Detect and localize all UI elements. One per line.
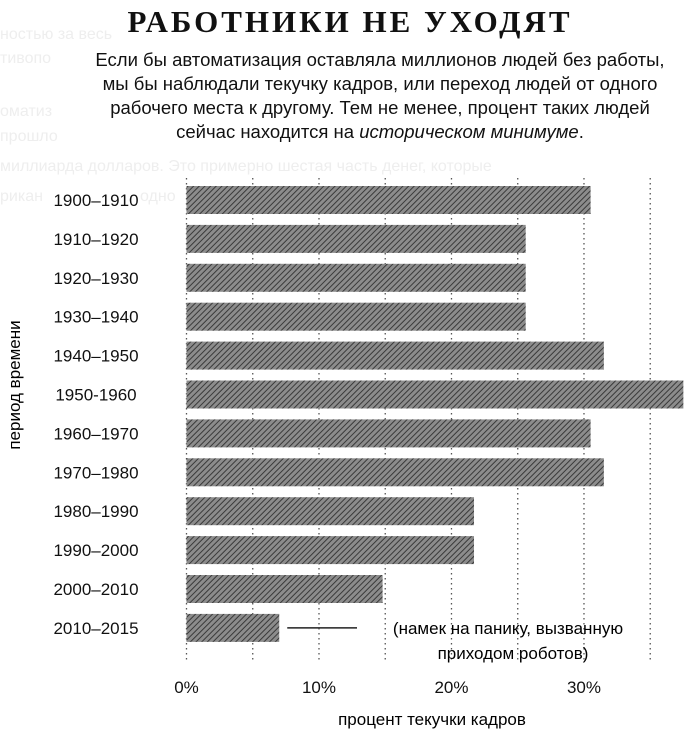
subtitle-text: Если бы автоматизация оставляла миллионо… (95, 49, 665, 142)
category-label: 1970–1980 (53, 463, 138, 482)
subtitle-end: . (578, 121, 584, 142)
bar-11 (186, 613, 280, 642)
background-text-line: тивопо (0, 50, 52, 67)
x-tick-labels: 0% 10% 20% 30% (174, 678, 601, 697)
bar-10 (186, 575, 383, 603)
bar-5 (186, 380, 684, 409)
category-label: 1990–2000 (53, 541, 138, 560)
category-label: 1950-1960 (55, 386, 136, 405)
category-label: 2000–2010 (53, 580, 138, 599)
category-label: 1910–1920 (53, 230, 138, 249)
subtitle-emphasis: историческом минимуме (359, 121, 579, 142)
bar-0 (186, 186, 591, 214)
category-label: 1940–1950 (53, 347, 138, 366)
bar-2 (186, 263, 526, 292)
bar-4 (186, 341, 604, 370)
category-label: 1920–1930 (53, 269, 138, 288)
category-label: 1980–1990 (53, 502, 138, 521)
bar-1 (186, 224, 526, 253)
bar-8 (186, 497, 475, 526)
x-tick-label: 0% (174, 678, 199, 697)
background-text-line: прошло (0, 128, 58, 145)
x-tick-label: 20% (434, 678, 468, 697)
background-text-line: одно (140, 188, 176, 205)
category-labels: 1900–1910 1910–1920 1920–1930 1930–1940 1940… (53, 191, 138, 638)
category-label: 1930–1940 (53, 308, 138, 327)
bar-3 (186, 302, 526, 331)
x-tick-label: 10% (302, 678, 336, 697)
bar-6 (186, 419, 591, 448)
chart-subtitle: Если бы автоматизация оставляла миллионо… (80, 48, 680, 144)
annotation-line-1: (намек на панику, вызванную (393, 619, 623, 638)
x-axis-label: процент текучки кадров (338, 710, 526, 729)
chart-title: РАБОТНИКИ НЕ УХОДЯТ (127, 4, 573, 39)
grid (185, 178, 651, 662)
background-text-line: оматиз (0, 103, 53, 120)
annotation: (намек на панику, вызванную приходом роб… (287, 619, 623, 663)
category-label: 1900–1910 (53, 191, 138, 210)
annotation-line-2: приходом роботов) (438, 644, 589, 663)
bar-7 (186, 458, 604, 487)
category-label: 2010–2015 (53, 619, 138, 638)
background-text-line: ностью за весь (0, 26, 113, 43)
background-text-line: миллиарда долларов. Это примерно шестая … (0, 158, 492, 175)
bars (186, 186, 684, 642)
x-tick-label: 30% (567, 678, 601, 697)
background-text-line: рикан (0, 188, 43, 205)
y-axis-label: период времени (5, 320, 24, 449)
category-label: 1960–1970 (53, 424, 138, 443)
bar-9 (186, 536, 475, 565)
